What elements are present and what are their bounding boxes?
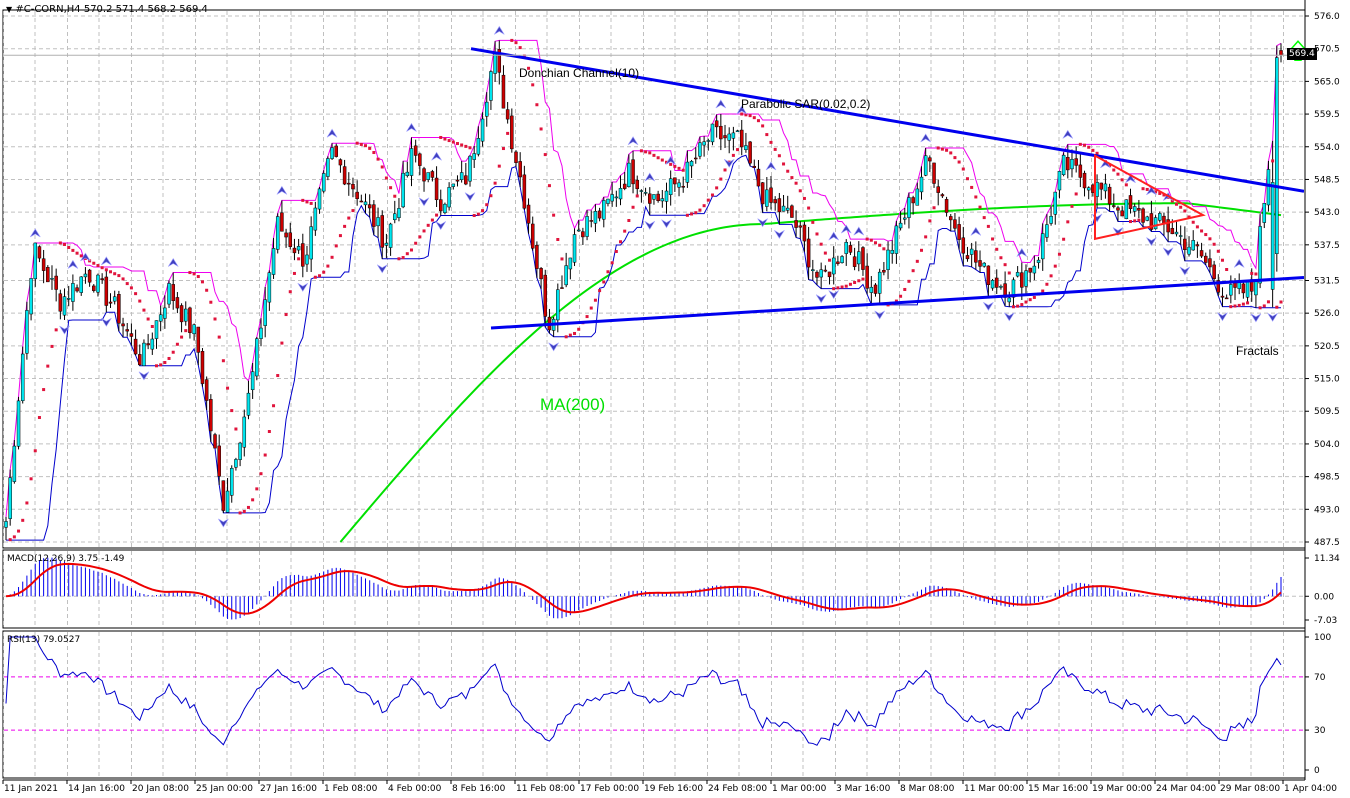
svg-text:509.5: 509.5	[1314, 407, 1340, 417]
svg-text:537.5: 537.5	[1314, 241, 1340, 251]
svg-text:70: 70	[1314, 673, 1326, 683]
svg-text:11 Feb 08:00: 11 Feb 08:00	[516, 784, 575, 794]
rsi-pane	[2, 630, 1306, 779]
macd-signal-line	[5, 562, 1282, 615]
svg-text:565.0: 565.0	[1314, 77, 1340, 87]
svg-text:559.5: 559.5	[1314, 110, 1340, 120]
svg-text:30: 30	[1314, 726, 1326, 736]
svg-text:19 Feb 16:00: 19 Feb 16:00	[644, 784, 703, 794]
donchian-label: Donchian Channel(10)	[519, 66, 640, 80]
rsi-plot	[5, 636, 1282, 746]
svg-text:29 Mar 08:00: 29 Mar 08:00	[1220, 784, 1280, 794]
svg-text:498.5: 498.5	[1314, 473, 1340, 483]
chart-header: ▼ #C-CORN,H4 570.2 571.4 568.2 569.4	[6, 4, 208, 15]
svg-text:24 Feb 08:00: 24 Feb 08:00	[708, 784, 767, 794]
svg-text:504.0: 504.0	[1314, 440, 1340, 450]
price-plot	[4, 25, 1304, 543]
svg-text:0.00: 0.00	[1314, 592, 1334, 602]
svg-text:20 Jan 08:00: 20 Jan 08:00	[132, 784, 189, 794]
svg-text:25 Jan 00:00: 25 Jan 00:00	[196, 784, 253, 794]
svg-text:3 Mar 16:00: 3 Mar 16:00	[836, 784, 891, 794]
fractals-label: Fractals	[1236, 344, 1279, 358]
macd-plot	[5, 557, 1282, 620]
svg-text:11 Jan 2021: 11 Jan 2021	[4, 784, 58, 794]
lower-trendline[interactable]	[490, 276, 1304, 330]
psar-label: Parabolic SAR(0.02,0.2)	[741, 97, 871, 111]
svg-text:8 Feb 16:00: 8 Feb 16:00	[452, 784, 506, 794]
svg-text:17 Feb 00:00: 17 Feb 00:00	[580, 784, 639, 794]
ma-200-line	[339, 202, 1282, 543]
price-pane	[2, 9, 1306, 549]
macd-label: MACD(12,26,9) 3.75 -1.49	[7, 554, 125, 564]
svg-text:27 Jan 16:00: 27 Jan 16:00	[260, 784, 317, 794]
svg-text:493.0: 493.0	[1314, 505, 1340, 515]
svg-text:520.5: 520.5	[1314, 342, 1340, 352]
triangle-pattern[interactable]	[1094, 153, 1206, 241]
svg-text:24 Mar 04:00: 24 Mar 04:00	[1156, 784, 1216, 794]
svg-text:548.5: 548.5	[1314, 175, 1340, 185]
triangle-down-icon[interactable]: ▼	[6, 5, 13, 14]
svg-text:487.5: 487.5	[1314, 538, 1340, 548]
svg-text:515.0: 515.0	[1314, 375, 1340, 385]
svg-text:0: 0	[1314, 766, 1320, 776]
svg-text:554.0: 554.0	[1314, 143, 1340, 153]
svg-text:4 Feb 00:00: 4 Feb 00:00	[388, 784, 442, 794]
donchian-lower-line	[6, 154, 1281, 541]
svg-text:576.0: 576.0	[1314, 12, 1340, 22]
svg-text:531.5: 531.5	[1314, 276, 1340, 286]
price-axis: 576.0 570.5 565.0 559.5 554.0 548.5 543.0 537.5…	[4, 12, 1340, 776]
macd-pane	[2, 549, 1306, 629]
ma-label: MA(200)	[540, 395, 606, 414]
svg-text:543.0: 543.0	[1314, 208, 1340, 218]
parabolic-sar-dots	[8, 38, 1283, 542]
svg-text:11.34: 11.34	[1314, 554, 1340, 564]
rsi-label: RSI(13) 79.0527	[7, 635, 81, 645]
svg-text:14 Jan 16:00: 14 Jan 16:00	[68, 784, 125, 794]
candlesticks	[4, 40, 1283, 541]
svg-text:1 Apr 04:00: 1 Apr 04:00	[1284, 784, 1337, 794]
rsi-line	[5, 636, 1282, 746]
svg-text:526.0: 526.0	[1314, 309, 1340, 319]
svg-text:8 Mar 08:00: 8 Mar 08:00	[900, 784, 955, 794]
x-axis: 11 Jan 2021 14 Jan 16:00 20 Jan 08:00 25 Ja…	[2, 11, 1337, 794]
fractal-arrows	[30, 25, 1278, 528]
svg-text:15 Mar 16:00: 15 Mar 16:00	[1028, 784, 1088, 794]
svg-text:19 Mar 00:00: 19 Mar 00:00	[1092, 784, 1152, 794]
svg-text:11 Mar 00:00: 11 Mar 00:00	[964, 784, 1024, 794]
current-price-tag: 569.4	[1287, 48, 1317, 60]
upper-trendline[interactable]	[470, 47, 1304, 193]
svg-text:1 Mar 00:00: 1 Mar 00:00	[772, 784, 827, 794]
svg-text:-7.03: -7.03	[1314, 616, 1337, 626]
svg-text:570.5: 570.5	[1314, 45, 1340, 55]
svg-text:100: 100	[1314, 633, 1331, 643]
svg-text:1 Feb 08:00: 1 Feb 08:00	[324, 784, 378, 794]
donchian-upper-line	[5, 39, 1282, 517]
symbol-ohlc: #C-CORN,H4 570.2 571.4 568.2 569.4	[15, 4, 208, 15]
